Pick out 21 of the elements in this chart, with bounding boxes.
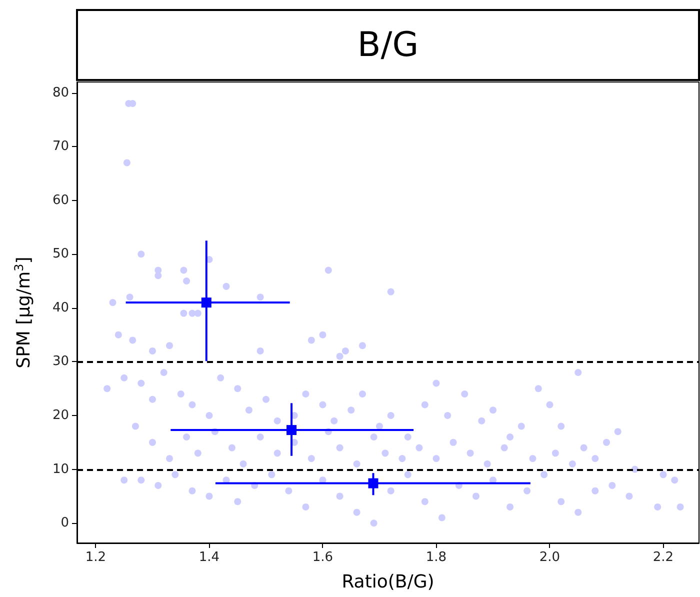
y-tick-label: 20 [52, 408, 69, 424]
x-tick-label: 1.2 [85, 550, 106, 565]
x-tick-label: 2.2 [652, 550, 674, 565]
x-tick-label: 2.0 [539, 550, 560, 565]
y-tick-label: 70 [52, 139, 69, 154]
y-tick-label: 50 [52, 246, 69, 262]
x-axis-title: Ratio(B/G) [342, 572, 434, 592]
y-tick-label: 0 [60, 516, 69, 531]
point [201, 298, 212, 308]
point [286, 425, 297, 436]
y-tick-label: 60 [52, 192, 69, 208]
y-tick-label: 10 [52, 462, 69, 477]
y-tick-label: 40 [52, 300, 69, 316]
x-tick-label: 1.6 [312, 550, 334, 565]
y-tick-label: 30 [52, 354, 69, 370]
chart-title: B/G [76, 9, 700, 81]
x-tick-label: 1.8 [426, 550, 447, 565]
point [368, 478, 378, 488]
y-axis-title: SPM [μg/m3] [12, 256, 34, 368]
y-tick-label: 80 [52, 85, 69, 100]
x-tick-label: 1.4 [198, 550, 220, 565]
